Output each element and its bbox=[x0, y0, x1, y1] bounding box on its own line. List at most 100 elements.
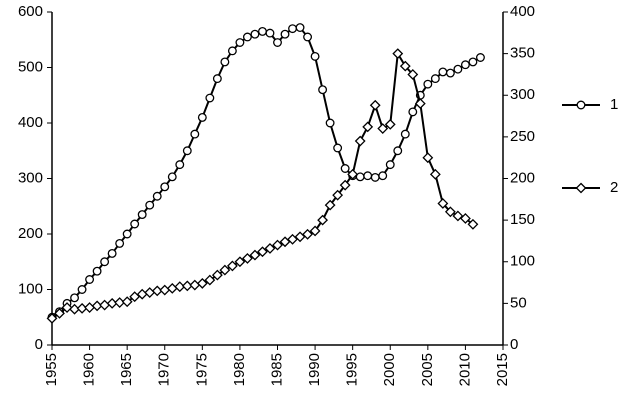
point bbox=[167, 172, 177, 182]
point bbox=[272, 239, 283, 251]
point bbox=[152, 191, 162, 201]
point bbox=[392, 48, 404, 60]
y2-tick-label: 0 bbox=[510, 336, 518, 353]
point bbox=[212, 74, 222, 84]
y-tick-label: 100 bbox=[18, 280, 43, 297]
point bbox=[369, 99, 381, 111]
x-tick-label: 2015 bbox=[494, 353, 511, 386]
point bbox=[385, 160, 395, 170]
point bbox=[468, 57, 478, 67]
point bbox=[130, 219, 140, 229]
point bbox=[219, 264, 231, 276]
x-tick-label: 1970 bbox=[156, 353, 173, 386]
point bbox=[205, 93, 215, 103]
series-line bbox=[51, 50, 474, 320]
y2-tick-label: 50 bbox=[510, 294, 527, 311]
point bbox=[197, 112, 207, 122]
point bbox=[257, 246, 268, 258]
point bbox=[121, 296, 133, 308]
point bbox=[476, 53, 485, 62]
point bbox=[453, 64, 463, 74]
point bbox=[61, 302, 73, 313]
point bbox=[430, 74, 440, 84]
point bbox=[459, 213, 471, 224]
y-tick-label: 300 bbox=[18, 169, 43, 186]
point bbox=[70, 293, 79, 303]
point bbox=[437, 198, 449, 209]
point bbox=[288, 24, 297, 34]
point bbox=[452, 210, 464, 222]
point bbox=[220, 57, 230, 67]
point bbox=[317, 214, 329, 226]
point bbox=[287, 233, 298, 245]
point bbox=[280, 29, 290, 39]
point bbox=[324, 199, 336, 211]
point bbox=[460, 60, 470, 70]
point bbox=[400, 129, 410, 139]
point bbox=[325, 118, 335, 128]
y-tick-label: 400 bbox=[18, 114, 43, 131]
point bbox=[370, 172, 380, 182]
point bbox=[279, 236, 291, 248]
x-tick-label: 1995 bbox=[344, 353, 361, 386]
point bbox=[393, 146, 403, 156]
series-line bbox=[51, 26, 481, 319]
point bbox=[347, 168, 359, 180]
point bbox=[429, 168, 441, 180]
point bbox=[242, 32, 252, 42]
point bbox=[226, 260, 238, 272]
x-tick-label: 2005 bbox=[419, 353, 436, 386]
y2-tick-label: 300 bbox=[510, 86, 535, 103]
point bbox=[234, 256, 246, 268]
y2-tick-label: 200 bbox=[510, 169, 535, 186]
point bbox=[144, 287, 156, 298]
point bbox=[159, 284, 171, 296]
point bbox=[295, 23, 305, 32]
point bbox=[339, 179, 351, 191]
point bbox=[189, 279, 201, 291]
point bbox=[408, 107, 418, 117]
point bbox=[445, 68, 455, 78]
x-tick-label: 1980 bbox=[231, 353, 248, 386]
x-tick-label: 1955 bbox=[43, 353, 60, 386]
point bbox=[414, 98, 426, 109]
x-tick-label: 1965 bbox=[118, 353, 135, 386]
legend-marker bbox=[576, 100, 586, 110]
point bbox=[250, 29, 260, 39]
point bbox=[422, 152, 434, 164]
point bbox=[310, 51, 320, 61]
point bbox=[467, 218, 479, 230]
point bbox=[362, 121, 374, 133]
point bbox=[99, 299, 111, 311]
point bbox=[227, 46, 237, 56]
y-tick-label: 500 bbox=[18, 58, 43, 75]
point bbox=[333, 143, 343, 153]
y2-tick-label: 400 bbox=[510, 3, 535, 20]
legend-label: 2 bbox=[610, 179, 618, 196]
point bbox=[407, 69, 419, 80]
point bbox=[273, 38, 282, 47]
x-tick-label: 2000 bbox=[381, 353, 398, 386]
point bbox=[258, 26, 267, 36]
point bbox=[190, 129, 200, 139]
y-tick-label: 600 bbox=[18, 3, 43, 20]
point bbox=[92, 266, 102, 276]
point bbox=[303, 32, 313, 42]
point bbox=[137, 210, 147, 220]
point bbox=[340, 164, 350, 173]
point bbox=[423, 79, 433, 89]
point bbox=[85, 275, 95, 284]
point bbox=[100, 257, 110, 267]
y2-tick-label: 250 bbox=[510, 128, 535, 145]
point bbox=[196, 277, 208, 289]
point bbox=[129, 291, 141, 303]
point bbox=[378, 171, 388, 181]
point bbox=[318, 85, 328, 95]
point bbox=[77, 285, 87, 294]
point bbox=[309, 225, 321, 237]
y2-tick-label: 100 bbox=[510, 253, 535, 270]
point bbox=[264, 243, 276, 254]
point bbox=[302, 228, 313, 240]
point bbox=[182, 146, 192, 156]
